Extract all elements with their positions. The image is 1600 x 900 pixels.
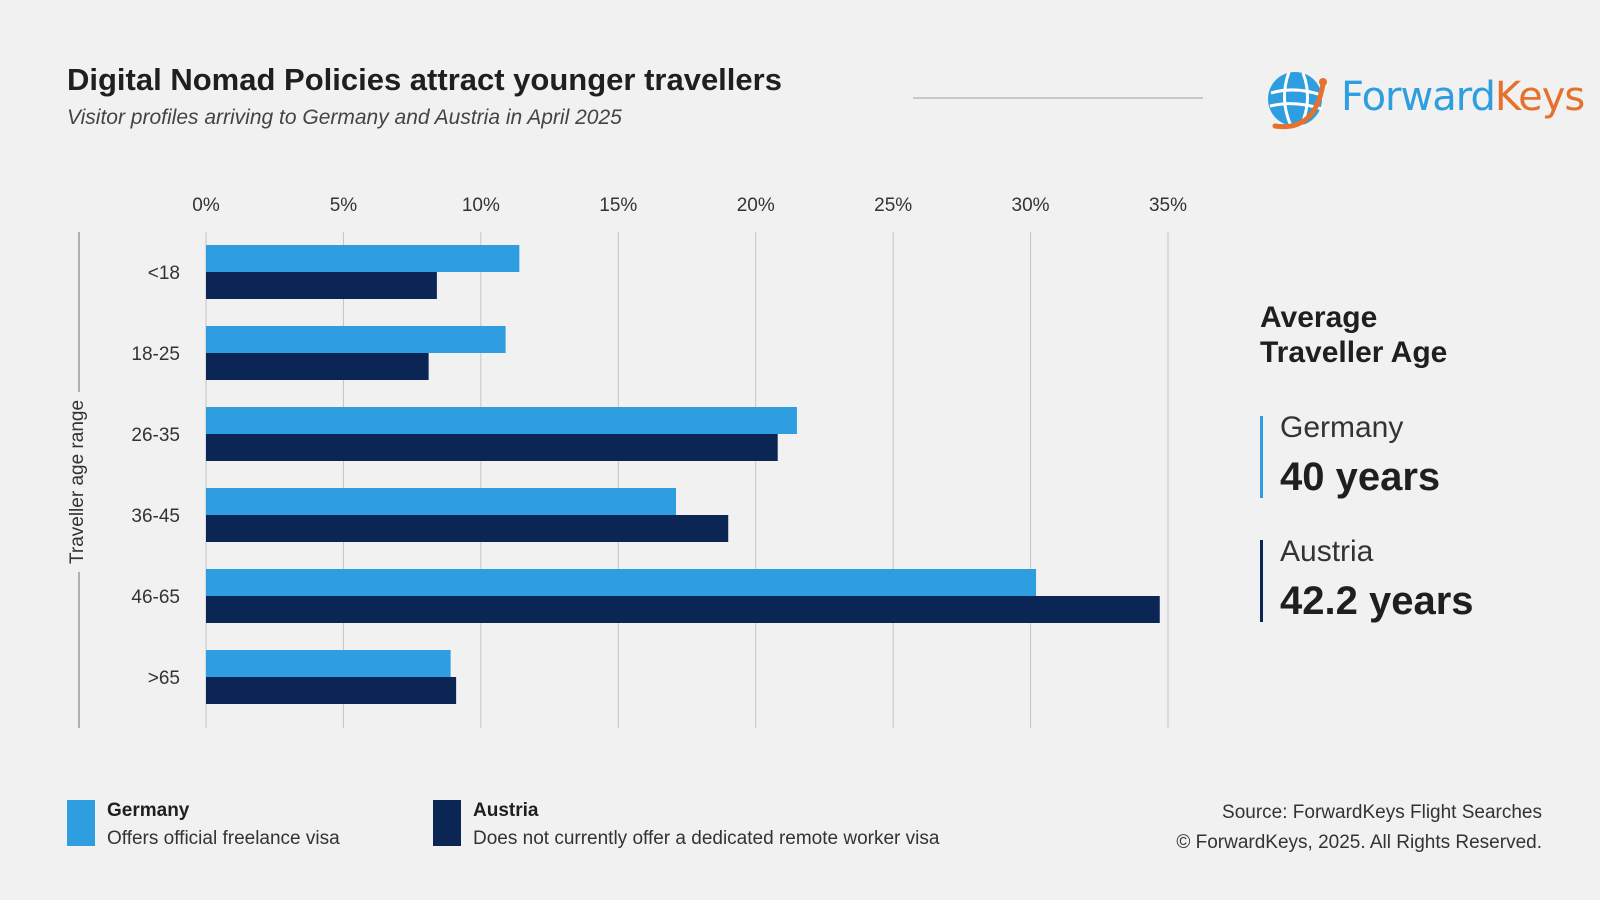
logo-wordmark: ForwardKeys [1341, 74, 1585, 120]
page-title: Digital Nomad Policies attract younger t… [67, 62, 782, 97]
x-tick-label: 30% [1012, 195, 1050, 216]
legend-name: Austria [473, 800, 539, 821]
average-age-panel: Average Traveller Age Germany 40 years A… [1260, 300, 1580, 628]
bar-germany [206, 407, 797, 434]
legend-item-germany: Germany Offers official freelance visa [67, 800, 397, 849]
y-tick-label: 18-25 [131, 344, 180, 365]
bar-germany [206, 245, 520, 272]
footer: Source: ForwardKeys Flight Searches © Fo… [1176, 798, 1542, 858]
bar-austria [206, 515, 729, 542]
forwardkeys-logo: ForwardKeys [1265, 66, 1585, 130]
average-age-heading: Average Traveller Age [1260, 301, 1448, 369]
legend-swatch-germany [67, 800, 95, 846]
y-tick-label: 26-35 [131, 425, 180, 446]
page-subtitle: Visitor profiles arriving to Germany and… [67, 106, 622, 129]
austria-accent-bar [1260, 540, 1263, 622]
copyright-note: © ForwardKeys, 2025. All Rights Reserved… [1176, 832, 1542, 853]
x-tick-label: 10% [462, 195, 500, 216]
bar-germany [206, 650, 451, 677]
x-tick-label: 5% [330, 195, 358, 216]
bar-austria [206, 596, 1160, 623]
y-axis-title: Traveller age range [67, 391, 89, 573]
germany-accent-bar [1260, 416, 1263, 498]
bar-germany [206, 569, 1037, 596]
legend-swatch-austria [433, 800, 461, 846]
bar-germany [206, 488, 677, 515]
bar-austria [206, 434, 778, 461]
title-divider [913, 97, 1203, 99]
globe-icon [1268, 71, 1327, 130]
y-tick-label: <18 [148, 263, 180, 284]
legend-item-austria: Austria Does not currently offer a dedic… [433, 800, 993, 849]
y-tick-label: 36-45 [131, 506, 180, 527]
source-note: Source: ForwardKeys Flight Searches [1222, 802, 1542, 823]
bar-germany [206, 326, 506, 353]
average-age-value: 42.2 years [1280, 579, 1474, 623]
y-tick-label: >65 [148, 668, 180, 689]
logo-word-keys: Keys [1494, 74, 1585, 120]
logo-word-forward: Forward [1341, 74, 1496, 120]
average-age-austria: Austria 42.2 years [1260, 534, 1580, 628]
bar-austria [206, 272, 437, 299]
x-tick-label: 0% [192, 195, 220, 216]
average-age-germany: Germany 40 years [1260, 410, 1580, 504]
average-age-value: 40 years [1280, 455, 1441, 499]
x-tick-label: 25% [874, 195, 912, 216]
x-tick-label: 20% [737, 195, 775, 216]
bar-austria [206, 353, 429, 380]
x-tick-label: 35% [1149, 195, 1187, 216]
average-age-country: Germany [1280, 411, 1404, 444]
bar-chart: 0% 5% 10% 15% 20% 25% 30% 35% <18 18-25 26-35 36-45… [78, 195, 1187, 728]
legend-description: Offers official freelance visa [107, 828, 340, 849]
legend-name: Germany [107, 800, 190, 821]
x-tick-label: 15% [599, 195, 637, 216]
y-tick-label: 46-65 [131, 587, 180, 608]
legend-description: Does not currently offer a dedicated rem… [473, 828, 940, 849]
bar-austria [206, 677, 457, 704]
average-age-country: Austria [1280, 535, 1374, 568]
